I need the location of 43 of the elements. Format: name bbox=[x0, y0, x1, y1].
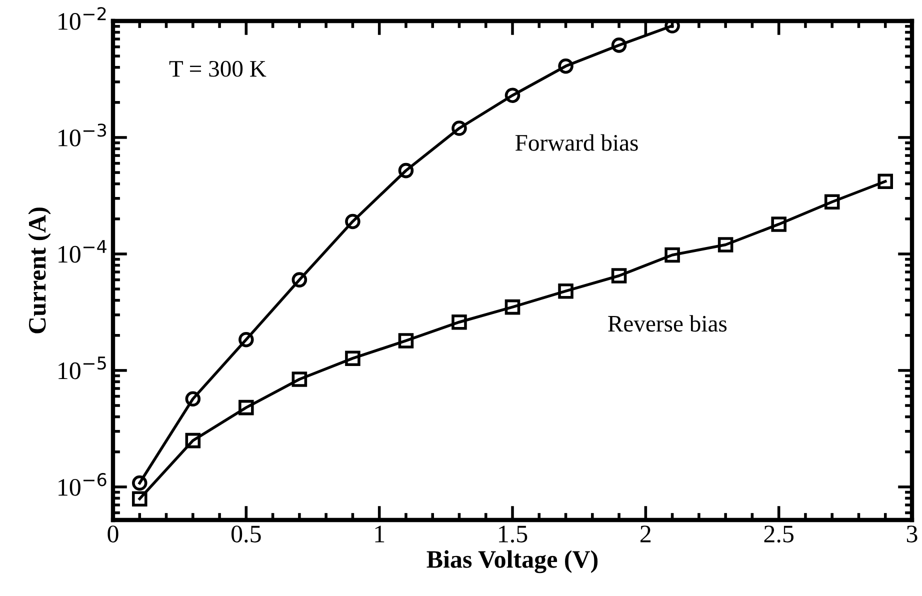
x-tick-label: 1 bbox=[375, 526, 384, 542]
y-tick-label: 10$^{−4}$ bbox=[58, 240, 106, 263]
point bbox=[185, 432, 201, 448]
point bbox=[611, 268, 627, 284]
series-label: Forward bias bbox=[515, 134, 638, 151]
point bbox=[664, 247, 680, 263]
point bbox=[718, 237, 734, 252]
x-axis-title: Bias Voltage (V) bbox=[426, 550, 598, 574]
y-tick-label: 10$^{−6}$ bbox=[58, 473, 106, 496]
point bbox=[132, 491, 148, 506]
point bbox=[292, 272, 308, 288]
point bbox=[345, 350, 360, 366]
point bbox=[292, 372, 308, 387]
x-tick-label: 0.5 bbox=[231, 526, 261, 543]
series-label: Reverse bias bbox=[608, 315, 727, 332]
point bbox=[504, 88, 520, 103]
point bbox=[452, 314, 467, 330]
point bbox=[398, 162, 414, 178]
point bbox=[611, 38, 627, 53]
point bbox=[238, 332, 254, 348]
point bbox=[504, 299, 520, 315]
y-tick-label: 10$^{−2}$ bbox=[58, 7, 106, 30]
point bbox=[398, 333, 414, 348]
point bbox=[824, 194, 840, 210]
point bbox=[558, 58, 574, 74]
point bbox=[452, 120, 467, 136]
x-tick-label: 2 bbox=[640, 526, 651, 542]
point bbox=[185, 391, 201, 407]
x-tick-label: 3 bbox=[906, 526, 918, 542]
point bbox=[238, 400, 254, 416]
point bbox=[132, 475, 148, 491]
x-tick-label: 1.5 bbox=[499, 526, 528, 543]
y-tick-label: 10$^{−3}$ bbox=[58, 124, 106, 146]
point bbox=[771, 216, 786, 232]
y-axis-title: Current (A) bbox=[28, 208, 51, 334]
point bbox=[878, 174, 894, 190]
annotation: T = 300 K bbox=[169, 60, 266, 77]
x-tick-label: 0 bbox=[108, 526, 118, 542]
point bbox=[345, 214, 360, 230]
point bbox=[558, 283, 574, 299]
x-tick-label: 2.5 bbox=[764, 526, 794, 543]
y-tick-label: 10$^{−5}$ bbox=[58, 356, 106, 380]
point bbox=[664, 21, 680, 34]
